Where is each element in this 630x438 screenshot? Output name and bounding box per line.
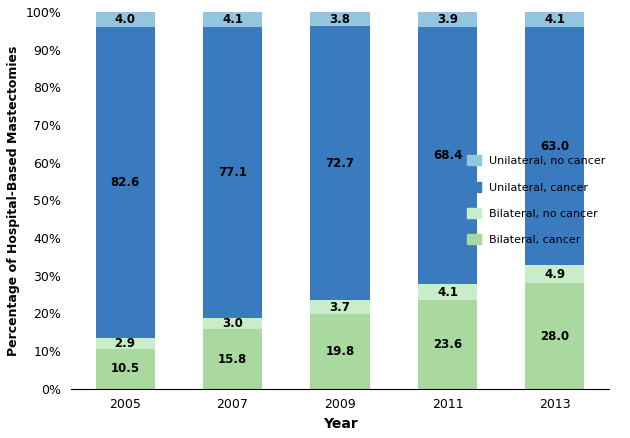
Bar bbox=[311, 314, 370, 389]
Text: 3.9: 3.9 bbox=[437, 13, 458, 26]
Y-axis label: Percentage of Hospital-Based Mastectomies: Percentage of Hospital-Based Mastectomie… bbox=[7, 45, 20, 356]
Text: 4.1: 4.1 bbox=[222, 13, 243, 26]
Bar bbox=[96, 338, 154, 349]
Bar bbox=[203, 318, 262, 329]
Text: 2.9: 2.9 bbox=[115, 337, 135, 350]
Text: 82.6: 82.6 bbox=[110, 176, 140, 189]
Text: 72.7: 72.7 bbox=[326, 157, 355, 170]
Bar bbox=[525, 283, 585, 389]
Text: 3.7: 3.7 bbox=[329, 301, 350, 314]
Text: 68.4: 68.4 bbox=[433, 149, 462, 162]
Text: 63.0: 63.0 bbox=[541, 140, 570, 152]
Text: 23.6: 23.6 bbox=[433, 338, 462, 351]
Bar bbox=[96, 27, 154, 338]
Bar bbox=[203, 28, 262, 318]
Bar bbox=[96, 12, 154, 27]
Text: 19.8: 19.8 bbox=[326, 345, 355, 358]
Text: 10.5: 10.5 bbox=[110, 363, 140, 375]
Bar bbox=[311, 12, 370, 26]
Text: 4.1: 4.1 bbox=[544, 13, 566, 26]
Text: 3.0: 3.0 bbox=[222, 317, 243, 330]
Bar bbox=[418, 27, 477, 284]
Bar bbox=[418, 284, 477, 300]
Bar bbox=[203, 12, 262, 28]
Bar bbox=[203, 329, 262, 389]
Text: 4.9: 4.9 bbox=[544, 268, 566, 280]
Legend: Unilateral, no cancer, Unilateral, cancer, Bilateral, no cancer, Bilateral, canc: Unilateral, no cancer, Unilateral, cance… bbox=[464, 152, 609, 249]
Text: 3.8: 3.8 bbox=[329, 13, 350, 25]
Bar bbox=[96, 349, 154, 389]
Bar bbox=[311, 300, 370, 314]
Bar bbox=[525, 12, 585, 28]
Bar bbox=[418, 300, 477, 389]
Text: 4.0: 4.0 bbox=[115, 13, 135, 26]
Bar bbox=[525, 28, 585, 265]
Text: 15.8: 15.8 bbox=[218, 353, 247, 365]
X-axis label: Year: Year bbox=[323, 417, 357, 431]
Bar bbox=[525, 265, 585, 283]
Text: 28.0: 28.0 bbox=[541, 329, 570, 343]
Text: 77.1: 77.1 bbox=[218, 166, 247, 179]
Text: 4.1: 4.1 bbox=[437, 286, 458, 299]
Bar bbox=[311, 26, 370, 300]
Bar bbox=[418, 12, 477, 27]
